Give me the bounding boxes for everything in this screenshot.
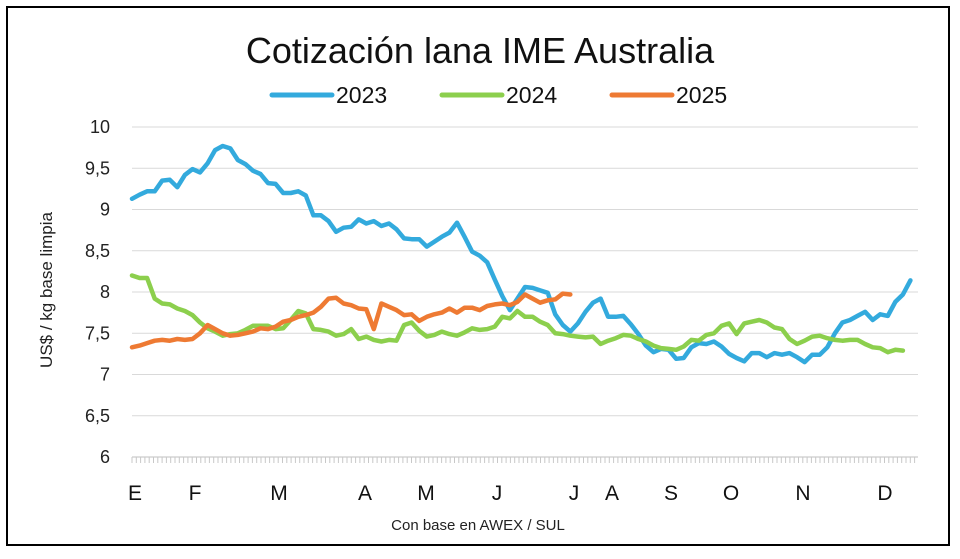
x-month-label: M bbox=[270, 482, 288, 505]
x-month-label: O bbox=[723, 482, 739, 505]
x-month-label: A bbox=[605, 482, 619, 505]
x-month-label: F bbox=[189, 482, 202, 505]
y-tick-label: 10 bbox=[90, 117, 110, 137]
x-axis-title: Con base en AWEX / SUL bbox=[391, 517, 565, 534]
x-month-label: J bbox=[569, 482, 580, 505]
series-line-2024 bbox=[129, 273, 906, 355]
y-tick-label: 9,5 bbox=[85, 158, 110, 178]
y-tick-label: 9 bbox=[100, 200, 110, 220]
series-line-2025 bbox=[129, 291, 573, 350]
y-tick-label: 7,5 bbox=[85, 323, 110, 343]
series-line-2023 bbox=[129, 143, 913, 365]
x-month-label: D bbox=[877, 482, 892, 505]
legend-label-2025: 2025 bbox=[676, 82, 727, 108]
y-tick-label: 8,5 bbox=[85, 241, 110, 261]
y-tick-label: 8 bbox=[100, 282, 110, 302]
y-tick-label: 6 bbox=[100, 447, 110, 467]
y-axis-title: US$ / kg base limpia bbox=[37, 212, 56, 368]
legend-label-2024: 2024 bbox=[506, 82, 557, 108]
y-tick-label: 6,5 bbox=[85, 406, 110, 426]
gridlines bbox=[132, 126, 918, 417]
legend: 2023 2024 2025 bbox=[269, 82, 727, 108]
x-month-label: J bbox=[492, 482, 503, 505]
x-month-label: M bbox=[417, 482, 435, 505]
x-month-label: S bbox=[664, 482, 678, 505]
x-month-label: A bbox=[358, 482, 372, 505]
series-lines bbox=[129, 143, 913, 365]
y-tick-label: 7 bbox=[100, 365, 110, 385]
legend-label-2023: 2023 bbox=[336, 82, 387, 108]
x-month-label: N bbox=[795, 482, 810, 505]
y-axis-ticks: 10 9,5 9 8,5 8 7,5 7 6,5 6 bbox=[85, 117, 110, 467]
chart-title: Cotización lana IME Australia bbox=[245, 30, 715, 71]
x-month-label: E bbox=[128, 482, 142, 505]
